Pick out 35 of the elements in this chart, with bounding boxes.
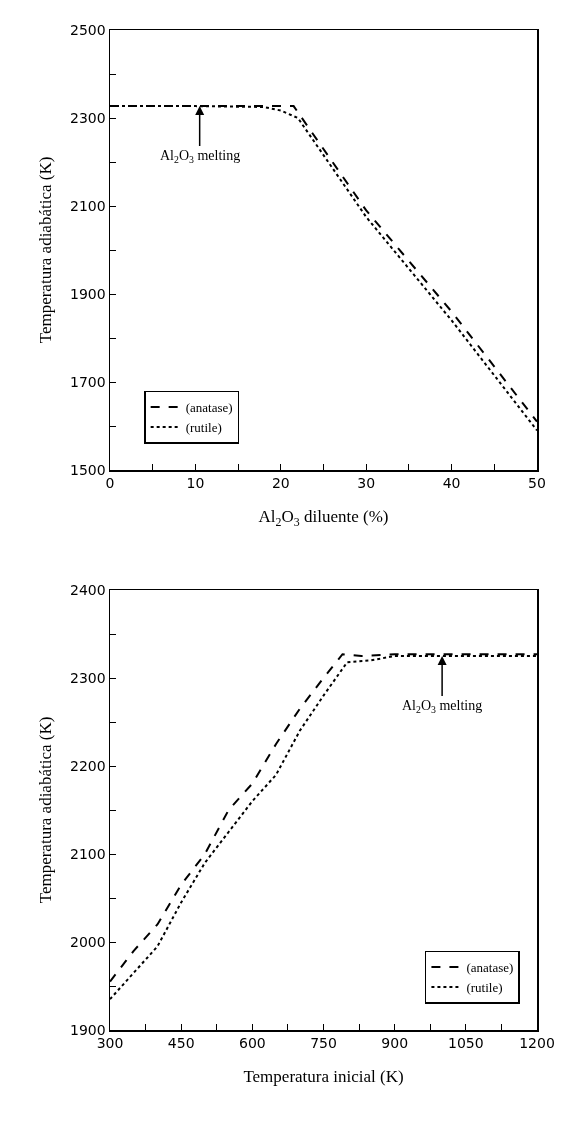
- x-tick-label: 1050: [448, 1035, 484, 1052]
- x-tick-label: 300: [96, 1035, 124, 1052]
- x-tick-label: 40: [442, 475, 461, 492]
- y-tick-label: 2300: [70, 109, 106, 126]
- y-tick-label: 2300: [70, 669, 106, 686]
- y-tick-label: 1500: [70, 461, 106, 478]
- legend-label: (rutile): [466, 980, 503, 996]
- x-tick-label: 0: [105, 475, 115, 492]
- y-tick-label: 2200: [70, 757, 106, 774]
- y-tick-label: 2100: [70, 197, 106, 214]
- y-tick-label: 2500: [70, 21, 106, 38]
- legend-label: (anatase): [185, 400, 233, 416]
- x-tick-label: 450: [167, 1035, 195, 1052]
- x-axis-title: Al$_{2}$O$_{3}$ diluente (%): [258, 507, 389, 530]
- x-tick-label: 1200: [519, 1035, 555, 1052]
- y-tick-label: 1900: [70, 285, 106, 302]
- x-tick-label: 600: [238, 1035, 266, 1052]
- y-axis-title: Temperatura adiabática (K): [35, 156, 55, 344]
- x-tick-label: 30: [357, 475, 376, 492]
- y-tick-label: 1700: [70, 373, 106, 390]
- y-tick-label: 1900: [70, 1021, 106, 1038]
- y-tick-label: 2400: [70, 581, 106, 598]
- y-axis-title: Temperatura adiabática (K): [35, 716, 55, 904]
- y-tick-label: 2000: [70, 933, 106, 950]
- y-tick-label: 2100: [70, 845, 106, 862]
- x-axis-title: Temperatura inicial (K): [243, 1067, 404, 1087]
- x-tick-label: 900: [381, 1035, 409, 1052]
- x-tick-label: 20: [271, 475, 290, 492]
- x-tick-label: 10: [186, 475, 205, 492]
- x-tick-label: 750: [310, 1035, 337, 1052]
- annotation: Al$_{2}$O$_{3}$ melting: [160, 148, 241, 165]
- legend-label: (anatase): [466, 960, 514, 976]
- annotation: Al$_{2}$O$_{3}$ melting: [402, 698, 483, 715]
- x-tick-label: 50: [528, 475, 546, 492]
- legend-label: (rutile): [185, 420, 222, 436]
